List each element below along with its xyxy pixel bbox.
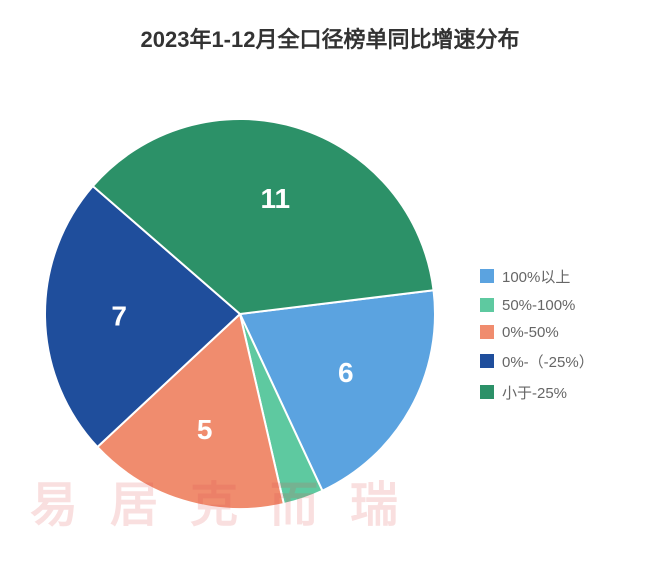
legend-label: 0%-（-25%）: [502, 351, 594, 372]
legend-item: 小于-25%: [480, 382, 650, 403]
legend-item: 50%-100%: [480, 297, 650, 314]
legend-swatch: [480, 298, 494, 312]
pie-area: 6 5 7 11: [10, 64, 470, 544]
chart-container: 2023年1-12月全口径榜单同比增速分布 6 5 7 11 100%以上 50%-10…: [0, 0, 660, 565]
pie-chart: 6 5 7 11: [10, 54, 470, 554]
legend-swatch: [480, 354, 494, 368]
legend-label: 100%以上: [502, 266, 570, 287]
legend-item: 0%-（-25%）: [480, 351, 650, 372]
slice-value-label: 6: [338, 357, 354, 388]
chart-title: 2023年1-12月全口径榜单同比增速分布: [10, 22, 650, 54]
legend-swatch: [480, 325, 494, 339]
slice-value-label: 11: [261, 183, 291, 214]
chart-body: 6 5 7 11 100%以上 50%-100% 0%-50% 0%-（-25%） 小于-25…: [10, 64, 650, 544]
legend-label: 0%-50%: [502, 324, 559, 341]
legend: 100%以上 50%-100% 0%-50% 0%-（-25%） 小于-25%: [470, 206, 650, 403]
legend-label: 小于-25%: [502, 382, 567, 403]
legend-item: 100%以上: [480, 266, 650, 287]
legend-swatch: [480, 385, 494, 399]
legend-swatch: [480, 269, 494, 283]
slice-value-label: 7: [111, 301, 127, 332]
slice-value-label: 5: [197, 414, 213, 445]
legend-label: 50%-100%: [502, 297, 575, 314]
legend-item: 0%-50%: [480, 324, 650, 341]
